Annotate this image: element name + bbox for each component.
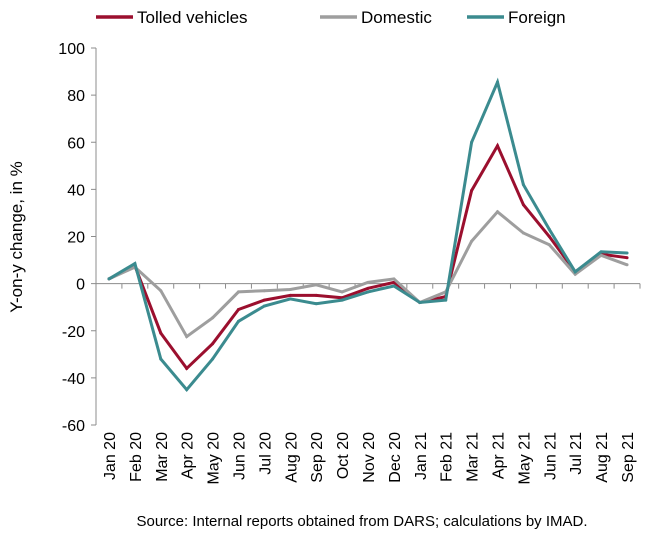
y-tick-label: 20 — [67, 230, 85, 247]
data-point-domestic — [470, 239, 474, 243]
x-tick-label: May 20 — [206, 432, 223, 485]
x-tick-label: Jul 20 — [257, 432, 274, 475]
x-tick-label: Feb 20 — [128, 432, 145, 482]
data-point-domestic — [211, 316, 215, 320]
x-tick-label: Apr 21 — [491, 432, 508, 479]
data-point-tolled-vehicles — [159, 331, 163, 335]
x-tick-label: Dec 20 — [387, 432, 404, 483]
legend: Tolled vehicles Domestic Foreign — [96, 8, 566, 27]
data-point-foreign — [521, 183, 525, 187]
data-point-domestic — [288, 288, 292, 292]
data-point-domestic — [392, 277, 396, 281]
data-point-tolled-vehicles — [185, 366, 189, 370]
x-tick-label: Mar 20 — [154, 432, 171, 482]
data-point-foreign — [288, 297, 292, 301]
data-point-foreign — [599, 250, 603, 254]
y-tick-label: -60 — [62, 418, 85, 435]
data-point-domestic — [159, 289, 163, 293]
legend-item-tolled-vehicles: Tolled vehicles — [96, 8, 248, 27]
data-point-domestic — [496, 210, 500, 214]
data-point-domestic — [366, 280, 370, 284]
data-point-tolled-vehicles — [366, 286, 370, 290]
data-point-foreign — [392, 284, 396, 288]
data-point-foreign — [159, 357, 163, 361]
x-tick-label: May 21 — [516, 432, 533, 485]
legend-label: Foreign — [508, 8, 566, 27]
data-point-domestic — [185, 335, 189, 339]
data-point-domestic — [314, 283, 318, 287]
data-point-domestic — [340, 290, 344, 294]
legend-item-foreign: Foreign — [467, 8, 566, 27]
source-note: Source: Internal reports obtained from D… — [136, 513, 587, 530]
data-point-foreign — [366, 290, 370, 294]
x-tick-label: Oct 20 — [335, 432, 352, 479]
data-point-tolled-vehicles — [496, 144, 500, 148]
data-point-domestic — [625, 263, 629, 267]
x-tick-label: Apr 20 — [180, 432, 197, 479]
data-point-domestic — [236, 290, 240, 294]
data-point-tolled-vehicles — [314, 293, 318, 297]
y-axis-title: Y-on-y change, in % — [7, 161, 26, 313]
data-point-foreign — [107, 277, 111, 281]
data-point-foreign — [236, 319, 240, 323]
data-point-foreign — [133, 262, 137, 266]
data-point-foreign — [470, 140, 474, 144]
data-point-foreign — [625, 251, 629, 255]
y-tick-label: 60 — [67, 135, 85, 152]
x-axis: Jan 20 Feb 20 Mar 20 Apr 20 May 20 Jun 20 Jul … — [95, 283, 641, 485]
data-point-domestic — [547, 243, 551, 247]
data-point-tolled-vehicles — [521, 203, 525, 207]
x-tick-label: Jul 21 — [568, 432, 585, 475]
y-tick-label: -20 — [62, 324, 85, 341]
data-point-foreign — [340, 298, 344, 302]
data-point-domestic — [599, 253, 603, 257]
data-point-foreign — [547, 227, 551, 231]
y-tick-label: 100 — [58, 41, 85, 58]
data-point-domestic — [521, 231, 525, 235]
x-tick-label: Jan 20 — [102, 432, 119, 480]
data-point-foreign — [314, 302, 318, 306]
data-point-tolled-vehicles — [288, 293, 292, 297]
y-tick-label: 80 — [67, 88, 85, 105]
y-tick-label: 40 — [67, 182, 85, 199]
x-tick-label: Sep 21 — [620, 432, 637, 483]
x-tick-label: Aug 21 — [594, 432, 611, 483]
legend-label: Tolled vehicles — [137, 8, 248, 27]
data-point-tolled-vehicles — [547, 235, 551, 238]
y-tick-label: 0 — [76, 277, 85, 294]
data-point-foreign — [444, 298, 448, 302]
data-point-tolled-vehicles — [236, 308, 240, 312]
x-tick-label: Aug 20 — [283, 432, 300, 483]
x-tick-label: Jan 21 — [413, 432, 430, 480]
data-point-foreign — [573, 270, 577, 274]
x-tick-label: Sep 20 — [309, 432, 326, 483]
data-point-tolled-vehicles — [211, 342, 215, 346]
y-axis: 100 80 60 40 20 0 -20 -40 -60 — [58, 41, 97, 435]
data-point-tolled-vehicles — [470, 189, 474, 193]
series-foreign — [107, 77, 629, 393]
data-point-foreign — [185, 388, 189, 392]
x-tick-label: Jun 21 — [542, 432, 559, 480]
data-point-foreign — [262, 304, 266, 308]
y-tick-label: -40 — [62, 371, 85, 388]
legend-item-domestic: Domestic — [320, 8, 432, 27]
data-point-foreign — [496, 80, 500, 84]
x-tick-label: Mar 21 — [465, 432, 482, 482]
legend-label: Domestic — [361, 8, 432, 27]
data-point-domestic — [262, 289, 266, 293]
x-tick-label: Nov 20 — [361, 432, 378, 483]
data-point-foreign — [418, 300, 422, 304]
data-point-tolled-vehicles — [625, 256, 629, 260]
data-point-tolled-vehicles — [392, 280, 396, 284]
x-tick-label: Feb 21 — [439, 432, 456, 482]
series-lines — [107, 77, 629, 393]
x-tick-label: Jun 20 — [231, 432, 248, 480]
data-point-tolled-vehicles — [262, 298, 266, 302]
data-point-foreign — [211, 357, 215, 361]
